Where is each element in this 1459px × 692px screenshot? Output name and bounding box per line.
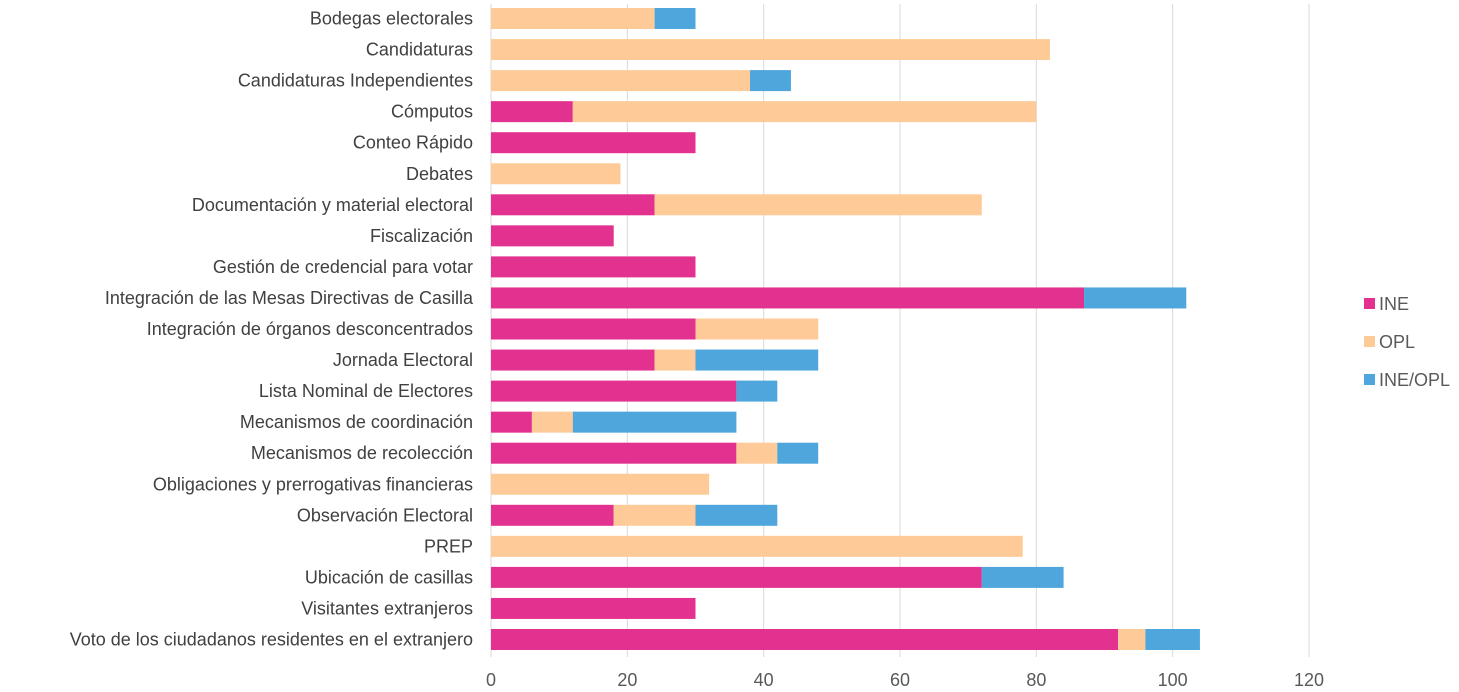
bar-segment-ine-opl — [695, 504, 778, 526]
bar-segment-ine — [491, 132, 696, 154]
bar-segment-opl — [491, 8, 655, 29]
category-label: Documentación y material electoral — [192, 195, 473, 215]
bar-segment-ine — [491, 194, 655, 216]
legend-swatch-opl — [1364, 336, 1375, 347]
bar-segment-ine — [491, 411, 532, 433]
bar-segment-opl — [654, 349, 696, 371]
category-label: Mecanismos de recolección — [251, 443, 473, 463]
category-label: Jornada Electoral — [333, 350, 473, 370]
x-axis-tick-labels: 0 20 40 60 80 100 120 — [486, 670, 1324, 690]
bar-segment-ine-opl — [736, 380, 778, 402]
bar-segment-opl — [695, 318, 819, 340]
bar-segment-ine — [491, 287, 1085, 309]
bar-segment-opl — [491, 535, 1023, 557]
category-label: Ubicación de casillas — [305, 567, 473, 587]
bar-segment-ine — [491, 566, 982, 588]
category-label: Integración de órganos desconcentrados — [147, 319, 473, 339]
legend-label-opl: OPL — [1379, 332, 1415, 352]
bar-segment-opl — [491, 473, 710, 495]
bar-segment-ine — [491, 318, 696, 340]
bar-segment-ine-opl — [1145, 629, 1200, 650]
category-label: Gestión de credencial para votar — [213, 257, 473, 277]
legend-label-ine-opl: INE/OPL — [1379, 370, 1450, 390]
category-label: Integración de las Mesas Directivas de C… — [105, 288, 474, 308]
category-label: Voto de los ciudadanos residentes en el … — [70, 630, 473, 650]
bar-segment-ine-opl — [1084, 287, 1187, 309]
bar-segment-ine — [491, 349, 655, 371]
x-tick-label: 60 — [890, 670, 910, 690]
bar-segment-ine — [491, 629, 1119, 650]
x-tick-label: 100 — [1158, 670, 1188, 690]
x-tick-label: 120 — [1294, 670, 1324, 690]
bar-segment-ine-opl — [572, 411, 737, 433]
bar-segment-ine-opl — [750, 70, 791, 92]
bars — [491, 8, 1200, 650]
bar-segment-ine-opl — [654, 8, 696, 29]
category-label: Candidaturas Independientes — [238, 71, 473, 91]
category-label: Obligaciones y prerrogativas financieras — [153, 474, 473, 494]
bar-segment-opl — [531, 411, 573, 433]
category-label: Fiscalización — [370, 226, 473, 246]
category-label: Bodegas electorales — [310, 9, 473, 29]
bar-segment-opl — [736, 442, 778, 464]
bar-segment-ine — [491, 380, 737, 402]
bar-segment-ine — [491, 597, 696, 619]
bar-segment-opl — [613, 504, 696, 526]
bar-segment-ine — [491, 442, 737, 464]
category-label: Conteo Rápido — [353, 133, 473, 153]
bar-segment-opl — [491, 70, 751, 92]
category-label: Mecanismos de coordinación — [240, 412, 473, 432]
legend-label-ine: INE — [1379, 294, 1409, 314]
bar-segment-ine-opl — [695, 349, 819, 371]
bar-segment-ine-opl — [981, 566, 1064, 588]
bar-segment-ine — [491, 101, 573, 123]
bar-segment-opl — [654, 194, 982, 216]
category-labels: Bodegas electorales Candidaturas Candidatu… — [70, 9, 474, 650]
bar-segment-opl — [572, 101, 1037, 123]
category-label: Observación Electoral — [297, 505, 473, 525]
category-label: PREP — [424, 536, 473, 556]
legend-swatch-ine-opl — [1364, 374, 1375, 385]
bar-segment-opl — [491, 163, 621, 185]
category-label: Debates — [406, 164, 473, 184]
x-tick-label: 20 — [617, 670, 637, 690]
x-tick-label: 0 — [486, 670, 496, 690]
bar-segment-ine — [491, 504, 614, 526]
bar-segment-ine-opl — [777, 442, 819, 464]
bar-segment-opl — [491, 39, 1050, 61]
category-label: Cómputos — [391, 102, 473, 122]
category-label: Visitantes extranjeros — [301, 598, 473, 618]
category-label: Lista Nominal de Electores — [259, 381, 473, 401]
x-tick-label: 40 — [754, 670, 774, 690]
bar-segment-ine — [491, 256, 696, 278]
category-label: Candidaturas — [366, 40, 473, 60]
legend: INE OPL INE/OPL — [1364, 294, 1450, 390]
bar-segment-opl — [1118, 629, 1146, 650]
legend-swatch-ine — [1364, 298, 1375, 309]
bar-segment-ine — [491, 225, 614, 247]
x-tick-label: 80 — [1026, 670, 1046, 690]
